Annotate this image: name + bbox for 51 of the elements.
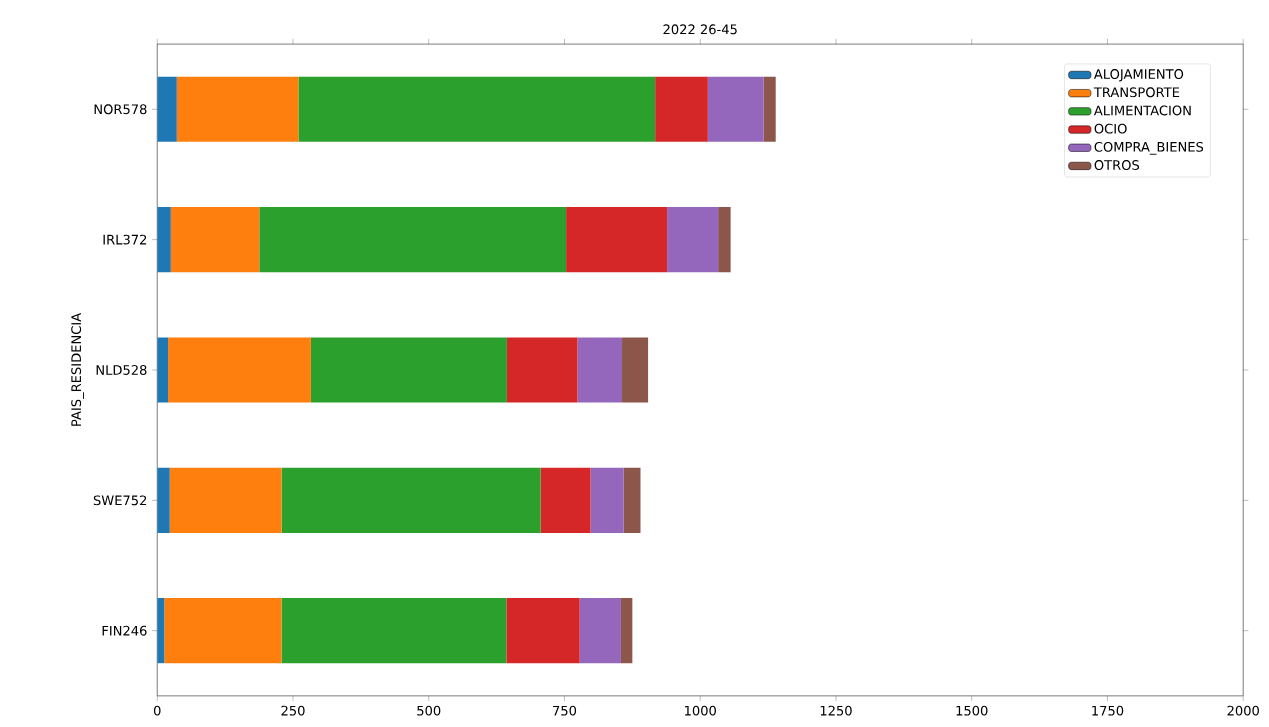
bar bbox=[281, 467, 541, 533]
legend-label: ALOJAMIENTO bbox=[1093, 69, 1184, 82]
bar bbox=[164, 598, 282, 664]
x-tick-label: 1750 bbox=[1092, 705, 1124, 716]
bar bbox=[577, 337, 623, 403]
y-axis-title: PAIS_RESIDENCIA bbox=[71, 312, 84, 426]
y-tick-label: NLD528 bbox=[96, 364, 147, 375]
legend-label: ALIMENTACION bbox=[1093, 105, 1191, 116]
legend-label: OCIO bbox=[1094, 123, 1127, 134]
legend-label: OTROS bbox=[1094, 159, 1140, 170]
x-tick-label: 250 bbox=[281, 705, 305, 716]
bar bbox=[157, 76, 177, 142]
bar bbox=[718, 206, 731, 273]
bar bbox=[281, 598, 507, 664]
bar bbox=[707, 76, 764, 142]
x-tick-label: 1000 bbox=[685, 705, 716, 716]
bar bbox=[620, 598, 633, 664]
bar bbox=[579, 598, 621, 664]
y-tick-label: FIN246 bbox=[102, 625, 147, 636]
x-tick-label: 1500 bbox=[956, 705, 988, 716]
bar bbox=[623, 467, 641, 533]
x-tick-label: 2000 bbox=[1227, 705, 1259, 716]
bar bbox=[157, 467, 170, 533]
y-tick-label: NOR578 bbox=[94, 104, 147, 115]
bar bbox=[157, 337, 169, 403]
bar bbox=[667, 206, 719, 273]
bar bbox=[157, 206, 171, 273]
chart-title: 2022 26-45 bbox=[663, 24, 737, 35]
bar bbox=[655, 76, 708, 142]
bar bbox=[259, 206, 567, 273]
y-tick-label: IRL372 bbox=[103, 234, 147, 245]
y-tick-label: SWE752 bbox=[93, 495, 147, 506]
x-tick-label: 0 bbox=[153, 705, 161, 716]
bar bbox=[310, 337, 507, 403]
legend-label: TRANSPORTE bbox=[1093, 87, 1180, 98]
bar bbox=[168, 337, 311, 403]
bar bbox=[169, 467, 282, 533]
bar bbox=[540, 467, 591, 533]
bar bbox=[506, 598, 580, 664]
bar bbox=[506, 337, 578, 403]
x-tick-label: 1250 bbox=[820, 705, 852, 716]
bar bbox=[590, 467, 624, 533]
x-tick-label: 500 bbox=[417, 705, 441, 716]
bar bbox=[298, 76, 656, 142]
x-tick-label: 750 bbox=[553, 705, 577, 716]
bar bbox=[170, 206, 260, 273]
legend-label: COMPRA_BIENES bbox=[1094, 141, 1204, 155]
bar bbox=[176, 76, 299, 142]
bar bbox=[763, 76, 776, 142]
bar bbox=[622, 337, 649, 403]
bar bbox=[566, 206, 668, 273]
